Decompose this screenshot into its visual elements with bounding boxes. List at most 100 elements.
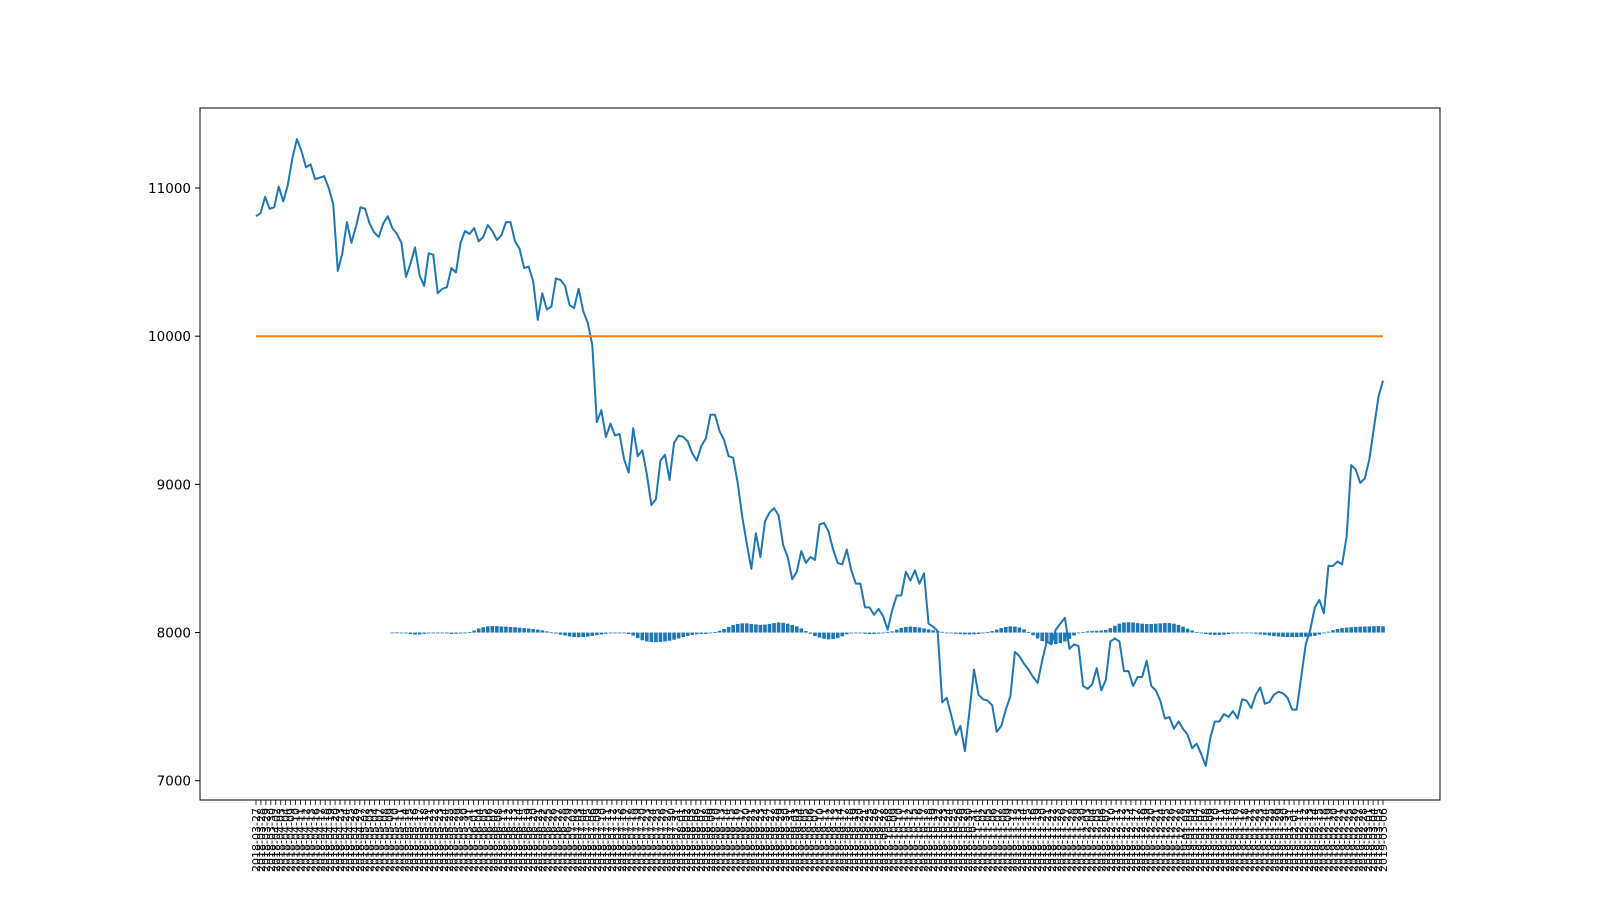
x-tick-label: 2018-11-01 xyxy=(972,808,985,872)
bar-191 xyxy=(1258,632,1263,635)
x-tick-label: 2018-09-05 xyxy=(799,808,812,872)
x-tick-label: 2019-02-26 xyxy=(1347,808,1360,872)
x-tick-label: 2018-05-17 xyxy=(413,808,426,872)
x-tick-label: 2018-12-07 xyxy=(1100,808,1113,872)
x-tick-label: 2018-10-24 xyxy=(942,808,955,872)
x-tick-label: 2018-07-02 xyxy=(566,808,579,872)
x-tick-label: 2018-06-04 xyxy=(472,808,485,872)
x-tick-label: 2018-10-30 xyxy=(962,808,975,872)
x-tick-label: 2019-01-31 xyxy=(1283,808,1296,872)
x-tick-label: 2018-04-10 xyxy=(290,808,303,872)
x-tick-label: 2018-07-05 xyxy=(581,808,594,872)
bar-107 xyxy=(876,632,881,634)
bar-88 xyxy=(790,624,795,633)
x-tick-label: 2018-12-13 xyxy=(1120,808,1133,872)
x-tick-label: 2018-04-04 xyxy=(280,808,293,872)
x-tick-label: 2018-10-17 xyxy=(917,808,930,872)
bar-17 xyxy=(467,631,472,633)
x-tick-label: 2018-09-28 xyxy=(878,808,891,872)
bar-16 xyxy=(463,632,467,634)
y-tick-label-9000: 9000 xyxy=(157,477,191,493)
bar-69 xyxy=(704,632,708,634)
x-tick-label: 2018-10-19 xyxy=(927,808,940,872)
bar-190 xyxy=(1253,632,1258,634)
x-tick-label: 2018-11-27 xyxy=(1061,808,1074,872)
x-tick-label: 2019-02-22 xyxy=(1337,808,1350,872)
bar-211 xyxy=(1349,627,1354,633)
x-tick-label: 2018-04-26 xyxy=(349,808,362,872)
x-tick-label: 2019-01-14 xyxy=(1219,808,1232,872)
bar-74 xyxy=(726,626,731,633)
x-tick-label: 2019-03-06 xyxy=(1377,808,1390,872)
bar-64 xyxy=(681,632,685,638)
bar-136 xyxy=(1008,626,1013,633)
x-tick-label: 2019-02-14 xyxy=(1308,808,1321,872)
x-tick-label: 2018-11-19 xyxy=(1031,808,1044,872)
x-tick-label: 2018-04-13 xyxy=(304,808,317,872)
bar-86 xyxy=(781,622,785,633)
bar-36 xyxy=(554,632,558,634)
bar-114 xyxy=(908,626,913,633)
bar-21 xyxy=(485,626,490,633)
bar-133 xyxy=(994,629,999,633)
bar-35 xyxy=(549,632,554,634)
x-tick-label: 2018-06-14 xyxy=(512,808,525,872)
bar-25 xyxy=(504,626,508,633)
bar-28 xyxy=(517,627,522,633)
x-tick-label: 2019-01-25 xyxy=(1263,808,1276,872)
bar-164 xyxy=(1135,623,1140,633)
bar-206 xyxy=(1326,631,1331,633)
bar-113 xyxy=(904,626,908,633)
x-tick-label: 2018-08-15 xyxy=(725,808,738,872)
x-tick-label: 2018-08-14 xyxy=(720,808,733,872)
x-tick-label: 2018-07-30 xyxy=(665,808,678,872)
x-tick-label: 2018-09-11 xyxy=(818,808,831,872)
x-tick-label: 2018-05-29 xyxy=(453,808,466,872)
bar-0 xyxy=(390,632,395,634)
bar-62 xyxy=(672,632,676,640)
bar-63 xyxy=(676,632,681,639)
x-tick-label: 2018-06-15 xyxy=(517,808,530,872)
x-tick-label: 2018-10-23 xyxy=(937,808,950,872)
x-tick-label: 2018-04-03 xyxy=(275,808,288,872)
bar-128 xyxy=(972,632,976,635)
x-tick-label: 2019-02-25 xyxy=(1342,808,1355,872)
x-tick-label: 2019-01-16 xyxy=(1229,808,1242,872)
x-tick-label: 2019-02-01 xyxy=(1288,808,1301,872)
x-tick-label: 2018-12-25 xyxy=(1160,808,1173,872)
bar-34 xyxy=(545,631,549,633)
x-tick-label: 2019-01-17 xyxy=(1234,808,1247,872)
bar-80 xyxy=(754,624,758,633)
bar-118 xyxy=(926,629,931,633)
bar-8 xyxy=(426,632,431,634)
x-tick-label: 2018-10-11 xyxy=(898,808,911,872)
bar-179 xyxy=(1203,632,1208,635)
bar-141 xyxy=(1031,632,1035,636)
x-tick-label: 2018-11-15 xyxy=(1021,808,1034,872)
x-tick-label: 2018-09-14 xyxy=(833,808,846,872)
bar-146 xyxy=(1053,632,1058,645)
x-tick-label: 2018-08-07 xyxy=(695,808,708,872)
bar-24 xyxy=(499,626,504,633)
bar-116 xyxy=(917,627,922,633)
x-tick-label: 2018-10-15 xyxy=(907,808,920,872)
bar-199 xyxy=(1294,632,1299,638)
bar-79 xyxy=(749,623,754,633)
bar-59 xyxy=(658,632,663,642)
x-tick-label: 2018-06-12 xyxy=(502,808,515,872)
bar-83 xyxy=(767,623,772,633)
x-tick-label: 2018-07-11 xyxy=(601,808,614,872)
x-tick-label: 2018-05-07 xyxy=(374,808,387,872)
bar-147 xyxy=(1058,632,1063,644)
bar-108 xyxy=(881,632,885,634)
x-tick-label: 2018-10-31 xyxy=(967,808,980,872)
bar-173 xyxy=(1176,624,1181,633)
bar-210 xyxy=(1344,627,1349,633)
bar-115 xyxy=(913,626,917,633)
x-tick-label: 2018-12-12 xyxy=(1115,808,1128,872)
bar-40 xyxy=(572,632,576,638)
bar-165 xyxy=(1140,623,1144,633)
bar-171 xyxy=(1167,623,1172,633)
bar-78 xyxy=(744,623,749,633)
bar-48 xyxy=(608,632,613,634)
